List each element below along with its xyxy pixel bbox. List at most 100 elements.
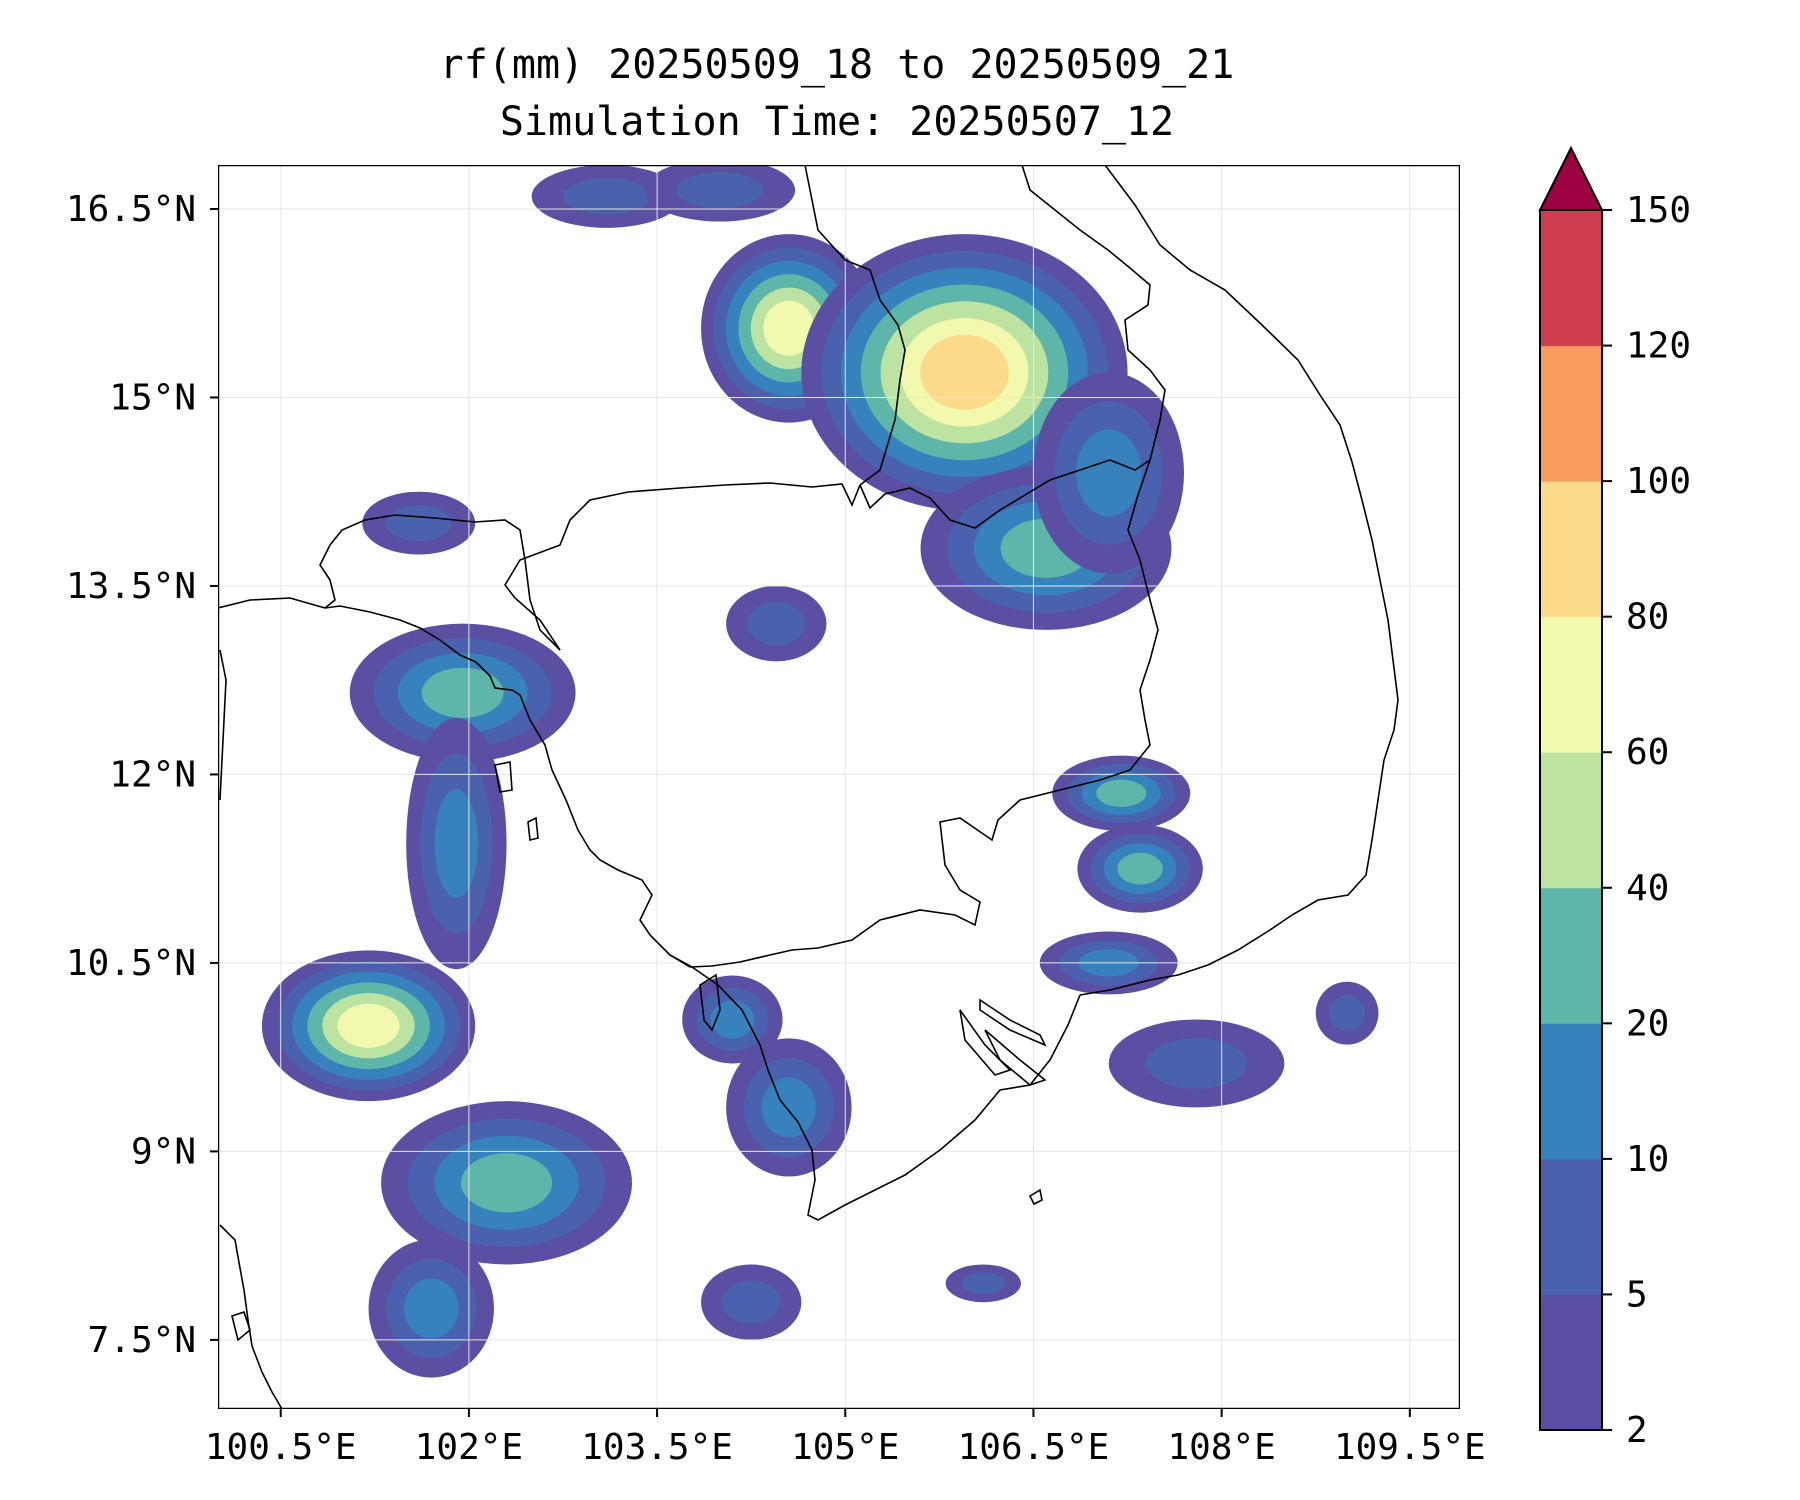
colorbar-label-9: 150: [1626, 190, 1691, 231]
colorbar-frame: [1539, 209, 1603, 1431]
colorbar: 2 5 10 20 40 60 80 100 120 150: [1538, 145, 1691, 1451]
rain-cell-central-highlands-band-2: [1076, 429, 1142, 517]
rain-cell-ca-mau-west: [726, 1038, 852, 1177]
rain-cell-gulf-north-band-2: [434, 789, 479, 898]
map-gridlines: [218, 165, 1460, 1409]
thailand-east-coastline: [324, 605, 477, 663]
lon-tick-label-1: 102°E: [415, 1427, 523, 1468]
rain-cell-ne-laos-west-band-5: [763, 300, 815, 356]
rain-cell-gulf-north: [406, 717, 507, 970]
coastlines-and-borders: [218, 165, 1399, 1409]
rain-cell-phu-quoc-band-2: [710, 1000, 755, 1039]
laos-thailand-border: [804, 165, 906, 486]
colorbar-segment-1: [1540, 1158, 1602, 1295]
lat-tick-label-6: 16.5°N: [66, 189, 196, 230]
rain-cell-north-2-band-1: [676, 172, 764, 209]
rain-cell-ne-laos-main-band-6: [920, 334, 1009, 410]
dangrek-border: [504, 482, 861, 651]
colorbar-segment-4: [1540, 752, 1602, 889]
colorbar-segment-8: [1540, 210, 1602, 347]
colorbar-label-8: 120: [1626, 326, 1691, 367]
rain-cell-gulf-west: [261, 950, 476, 1102]
colorbar-segment-3: [1540, 887, 1602, 1024]
rain-cell-lam-dong: [1077, 824, 1203, 913]
colorbar-label-3: 20: [1626, 1003, 1669, 1044]
rain-cell-offshore-sw: [945, 1264, 1021, 1303]
rain-cell-gulf-west-band-5: [337, 1003, 400, 1048]
rain-cell-offshore-east: [1315, 981, 1379, 1045]
colorbar-label-7: 100: [1626, 461, 1691, 502]
lat-tick-label-4: 13.5°N: [66, 566, 196, 607]
delta-island-2: [984, 1029, 1047, 1086]
colorbar-segment-5: [1540, 616, 1602, 753]
rain-cell-north-1: [531, 165, 683, 228]
rain-cell-offshore-sw-band-1: [961, 1272, 1005, 1295]
rain-cell-trat-band-3: [421, 667, 504, 718]
colorbar-label-0: 2: [1626, 1410, 1648, 1451]
rain-cell-ca-mau-south: [701, 1264, 802, 1340]
lat-tick-label-0: 7.5°N: [88, 1320, 196, 1361]
vietnam-coastline: [1079, 165, 1399, 996]
rain-cell-gulf-south-band-3: [461, 1153, 553, 1213]
colorbar-label-2: 10: [1626, 1139, 1669, 1180]
rain-cell-ca-mau-south-band-1: [722, 1280, 781, 1324]
lon-tick-label-4: 106.5°E: [958, 1427, 1110, 1468]
delta-island-1: [979, 998, 1047, 1047]
colorbar-segment-2: [1540, 1023, 1602, 1160]
lat-tick-label-5: 15°N: [109, 377, 196, 418]
cambodia-laos-border: [859, 459, 1151, 529]
rain-cell-dong-nai: [1052, 755, 1191, 831]
rain-cell-offshore-east-band-1: [1329, 995, 1366, 1032]
rain-cell-central-highlands: [1033, 372, 1184, 574]
peninsula-isle: [231, 1310, 251, 1342]
map-axis-ticks: 100.5°E 102°E 103.5°E 105°E 106.5°E 108°E 109.…: [66, 189, 1486, 1468]
colorbar-label-4: 40: [1626, 868, 1669, 909]
peninsula-south-coastline: [219, 1224, 283, 1409]
rain-cell-cambodia-small: [726, 585, 827, 662]
thailand-cambodia-border: [319, 514, 561, 651]
lat-tick-label-1: 9°N: [131, 1131, 196, 1172]
rain-cell-trat: [349, 623, 576, 762]
rain-cell-cambodia-small-band-1: [747, 601, 806, 646]
colorbar-extend-arrow: [1538, 145, 1604, 211]
con-dao-island: [1028, 1188, 1043, 1206]
mekong-delta-coastline: [669, 954, 1081, 1221]
rain-cell-gulf-far-south-band-2: [404, 1278, 459, 1339]
delta-island-3: [959, 1009, 1012, 1076]
rain-cell-lam-dong-band-3: [1117, 852, 1163, 885]
laos-vietnam-border: [1021, 165, 1166, 461]
colorbar-label-5: 60: [1626, 732, 1669, 773]
lat-tick-label-3: 12°N: [109, 754, 196, 795]
cambodia-coastline: [475, 661, 671, 956]
chart-title-line2: Simulation Time: 20250507_12: [500, 99, 1174, 145]
ko-chang-island: [527, 816, 539, 841]
thailand-border-west: [218, 597, 326, 609]
rain-cell-north-2: [644, 165, 796, 222]
lon-tick-label-6: 109.5°E: [1334, 1427, 1486, 1468]
rain-cell-gulf-south: [381, 1101, 632, 1265]
rain-cell-thai-east: [362, 491, 476, 555]
lon-tick-label-0: 100.5°E: [205, 1427, 357, 1468]
colorbar-label-6: 80: [1626, 597, 1669, 638]
koh-kong-island: [494, 761, 513, 793]
rain-cell-gulf-far-south: [368, 1239, 494, 1378]
rain-cell-offshore-south-band-1: [1146, 1038, 1248, 1089]
chart-title-line1: rf(mm) 20250509_18 to 20250509_21: [440, 42, 1235, 88]
colorbar-segment-7: [1540, 345, 1602, 482]
phu-quoc-island: [699, 973, 721, 1032]
rain-cell-ca-mau-west-band-2: [761, 1077, 816, 1138]
peninsula-coastline: [219, 649, 227, 801]
colorbar-label-1: 5: [1626, 1274, 1648, 1315]
lon-tick-label-3: 105°E: [791, 1427, 899, 1468]
rain-cell-dong-nai-band-3: [1096, 779, 1147, 807]
rain-cell-thai-east-band-1: [386, 505, 452, 542]
colorbar-segment-6: [1540, 481, 1602, 618]
colorbar-segment-0: [1540, 1294, 1602, 1431]
lat-tick-label-2: 10.5°N: [66, 943, 196, 984]
cambodia-vietnam-border: [669, 459, 1159, 968]
rain-cell-offshore-south: [1108, 1019, 1285, 1108]
lon-tick-label-5: 108°E: [1167, 1427, 1275, 1468]
rain-cell-north-1-band-1: [563, 178, 651, 215]
lon-tick-label-2: 103.5°E: [581, 1427, 733, 1468]
